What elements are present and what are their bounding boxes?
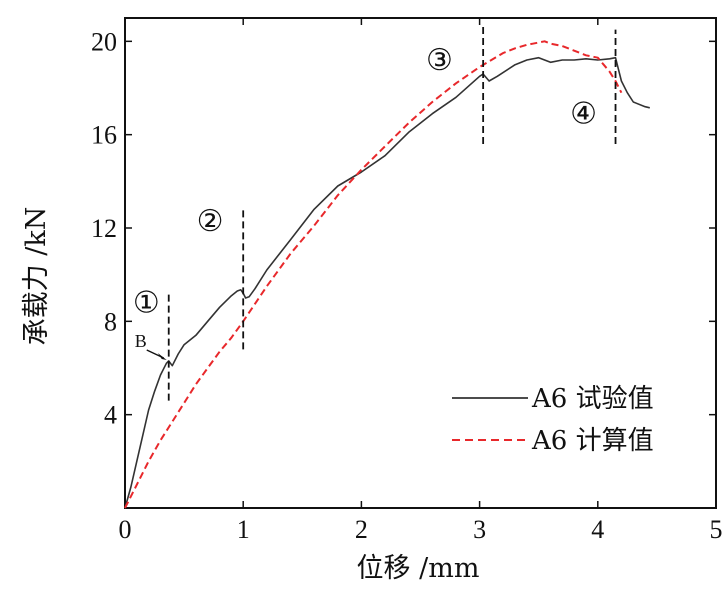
y-tick-label: 8 [104,307,117,336]
stage-marker-label: ④ [570,97,597,132]
y-tick-label: 20 [91,27,117,56]
x-tick-label: 0 [119,515,132,544]
y-tick-label: 16 [91,121,117,150]
stage-marker-label: ② [197,204,224,239]
x-tick-label: 3 [473,515,486,544]
legend: A6 试验值 A6 计算值 [452,384,654,456]
y-axis-title: 承载力 /kN [21,207,52,346]
legend-label-calc: A6 计算值 [531,426,654,456]
point-b-arrowhead [157,353,167,360]
x-tick-label: 1 [237,515,250,544]
x-axis-title: 位移 /mm [357,553,480,584]
series-line-calc [124,40,623,509]
x-tick-label: 5 [710,515,723,544]
legend-label-test: A6 试验值 [531,384,654,414]
plot-frame [124,17,717,509]
plot-border [124,17,717,509]
marker-layer: ① ② ③ ④ B [133,25,617,401]
y-tick-label: 12 [91,214,117,243]
point-b-label: B [135,331,147,351]
x-tick-label: 4 [591,515,604,544]
stage-marker-label: ③ [426,43,453,78]
x-tick-label: 2 [355,515,368,544]
y-tick-label: 4 [104,401,117,430]
stage-marker-label: ① [133,286,160,321]
